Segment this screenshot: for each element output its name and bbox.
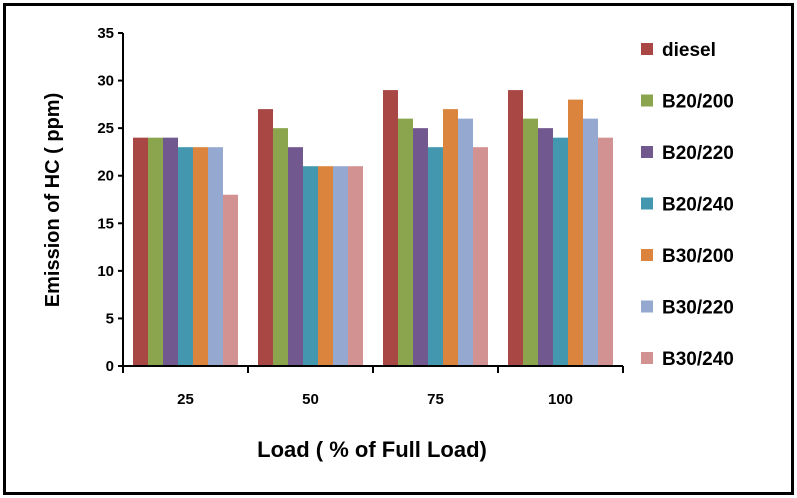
legend-swatch-B30-240 xyxy=(641,352,653,364)
bar-B30-240-100 xyxy=(598,137,613,366)
bar-B30-200-50 xyxy=(318,166,333,366)
y-tick-label: 15 xyxy=(97,215,114,232)
bar-B30-240-25 xyxy=(223,194,238,366)
bar-B30-240-50 xyxy=(348,166,363,366)
y-tick-label: 25 xyxy=(97,120,114,137)
bar-B30-200-100 xyxy=(568,99,583,366)
bar-B20-240-75 xyxy=(428,147,443,366)
bar-B20-220-75 xyxy=(413,128,428,366)
legend-swatch-B20-220 xyxy=(641,146,653,158)
bar-diesel-50 xyxy=(258,109,273,366)
bar-B20-220-25 xyxy=(163,137,178,366)
y-tick-label: 0 xyxy=(106,358,114,375)
legend-label: B30/200 xyxy=(662,246,734,267)
legend-label: B20/240 xyxy=(662,195,734,216)
bar-diesel-75 xyxy=(383,90,398,366)
bar-diesel-100 xyxy=(508,90,523,366)
legend-label: diesel xyxy=(662,40,716,61)
bar-B30-220-25 xyxy=(208,147,223,366)
legend-label: B30/220 xyxy=(662,298,734,319)
y-tick-label: 5 xyxy=(106,310,114,327)
bar-B30-220-50 xyxy=(333,166,348,366)
bar-B20-200-100 xyxy=(523,118,538,366)
y-tick-label: 20 xyxy=(97,168,114,185)
legend-swatch-diesel xyxy=(641,43,653,55)
y-tick-label: 10 xyxy=(97,263,114,280)
bar-B20-240-25 xyxy=(178,147,193,366)
bar-B20-240-50 xyxy=(303,166,318,366)
x-tick-label: 100 xyxy=(548,391,573,408)
y-axis-label: Emission of HC ( ppm) xyxy=(42,93,64,307)
bar-B20-220-50 xyxy=(288,147,303,366)
x-tick-label: 50 xyxy=(302,391,319,408)
legend-swatch-B30-220 xyxy=(641,300,653,313)
bar-B30-220-100 xyxy=(583,118,598,366)
bar-B20-200-75 xyxy=(398,118,413,366)
bar-B20-240-100 xyxy=(553,137,568,366)
y-tick-label: 30 xyxy=(97,73,114,90)
legend-swatch-B30-200 xyxy=(641,249,653,261)
bar-B20-200-50 xyxy=(273,128,288,366)
y-tick-label: 35 xyxy=(97,25,114,42)
legend-label: B20/200 xyxy=(662,92,734,113)
x-tick-label: 75 xyxy=(427,391,444,408)
bar-B30-220-75 xyxy=(458,118,473,366)
bar-B30-200-75 xyxy=(443,109,458,366)
bar-B30-240-75 xyxy=(473,147,488,366)
bar-B20-220-100 xyxy=(538,128,553,366)
legend-label: B20/220 xyxy=(662,143,734,164)
legend-swatch-B20-240 xyxy=(641,197,653,210)
bar-B20-200-25 xyxy=(148,137,163,366)
x-tick-label: 25 xyxy=(177,391,194,408)
bar-B30-200-25 xyxy=(193,147,208,366)
legend-label: B30/240 xyxy=(662,349,734,370)
bar-diesel-25 xyxy=(133,137,148,366)
x-axis-label: Load ( % of Full Load) xyxy=(257,437,487,462)
legend-swatch-B20-200 xyxy=(641,94,653,107)
